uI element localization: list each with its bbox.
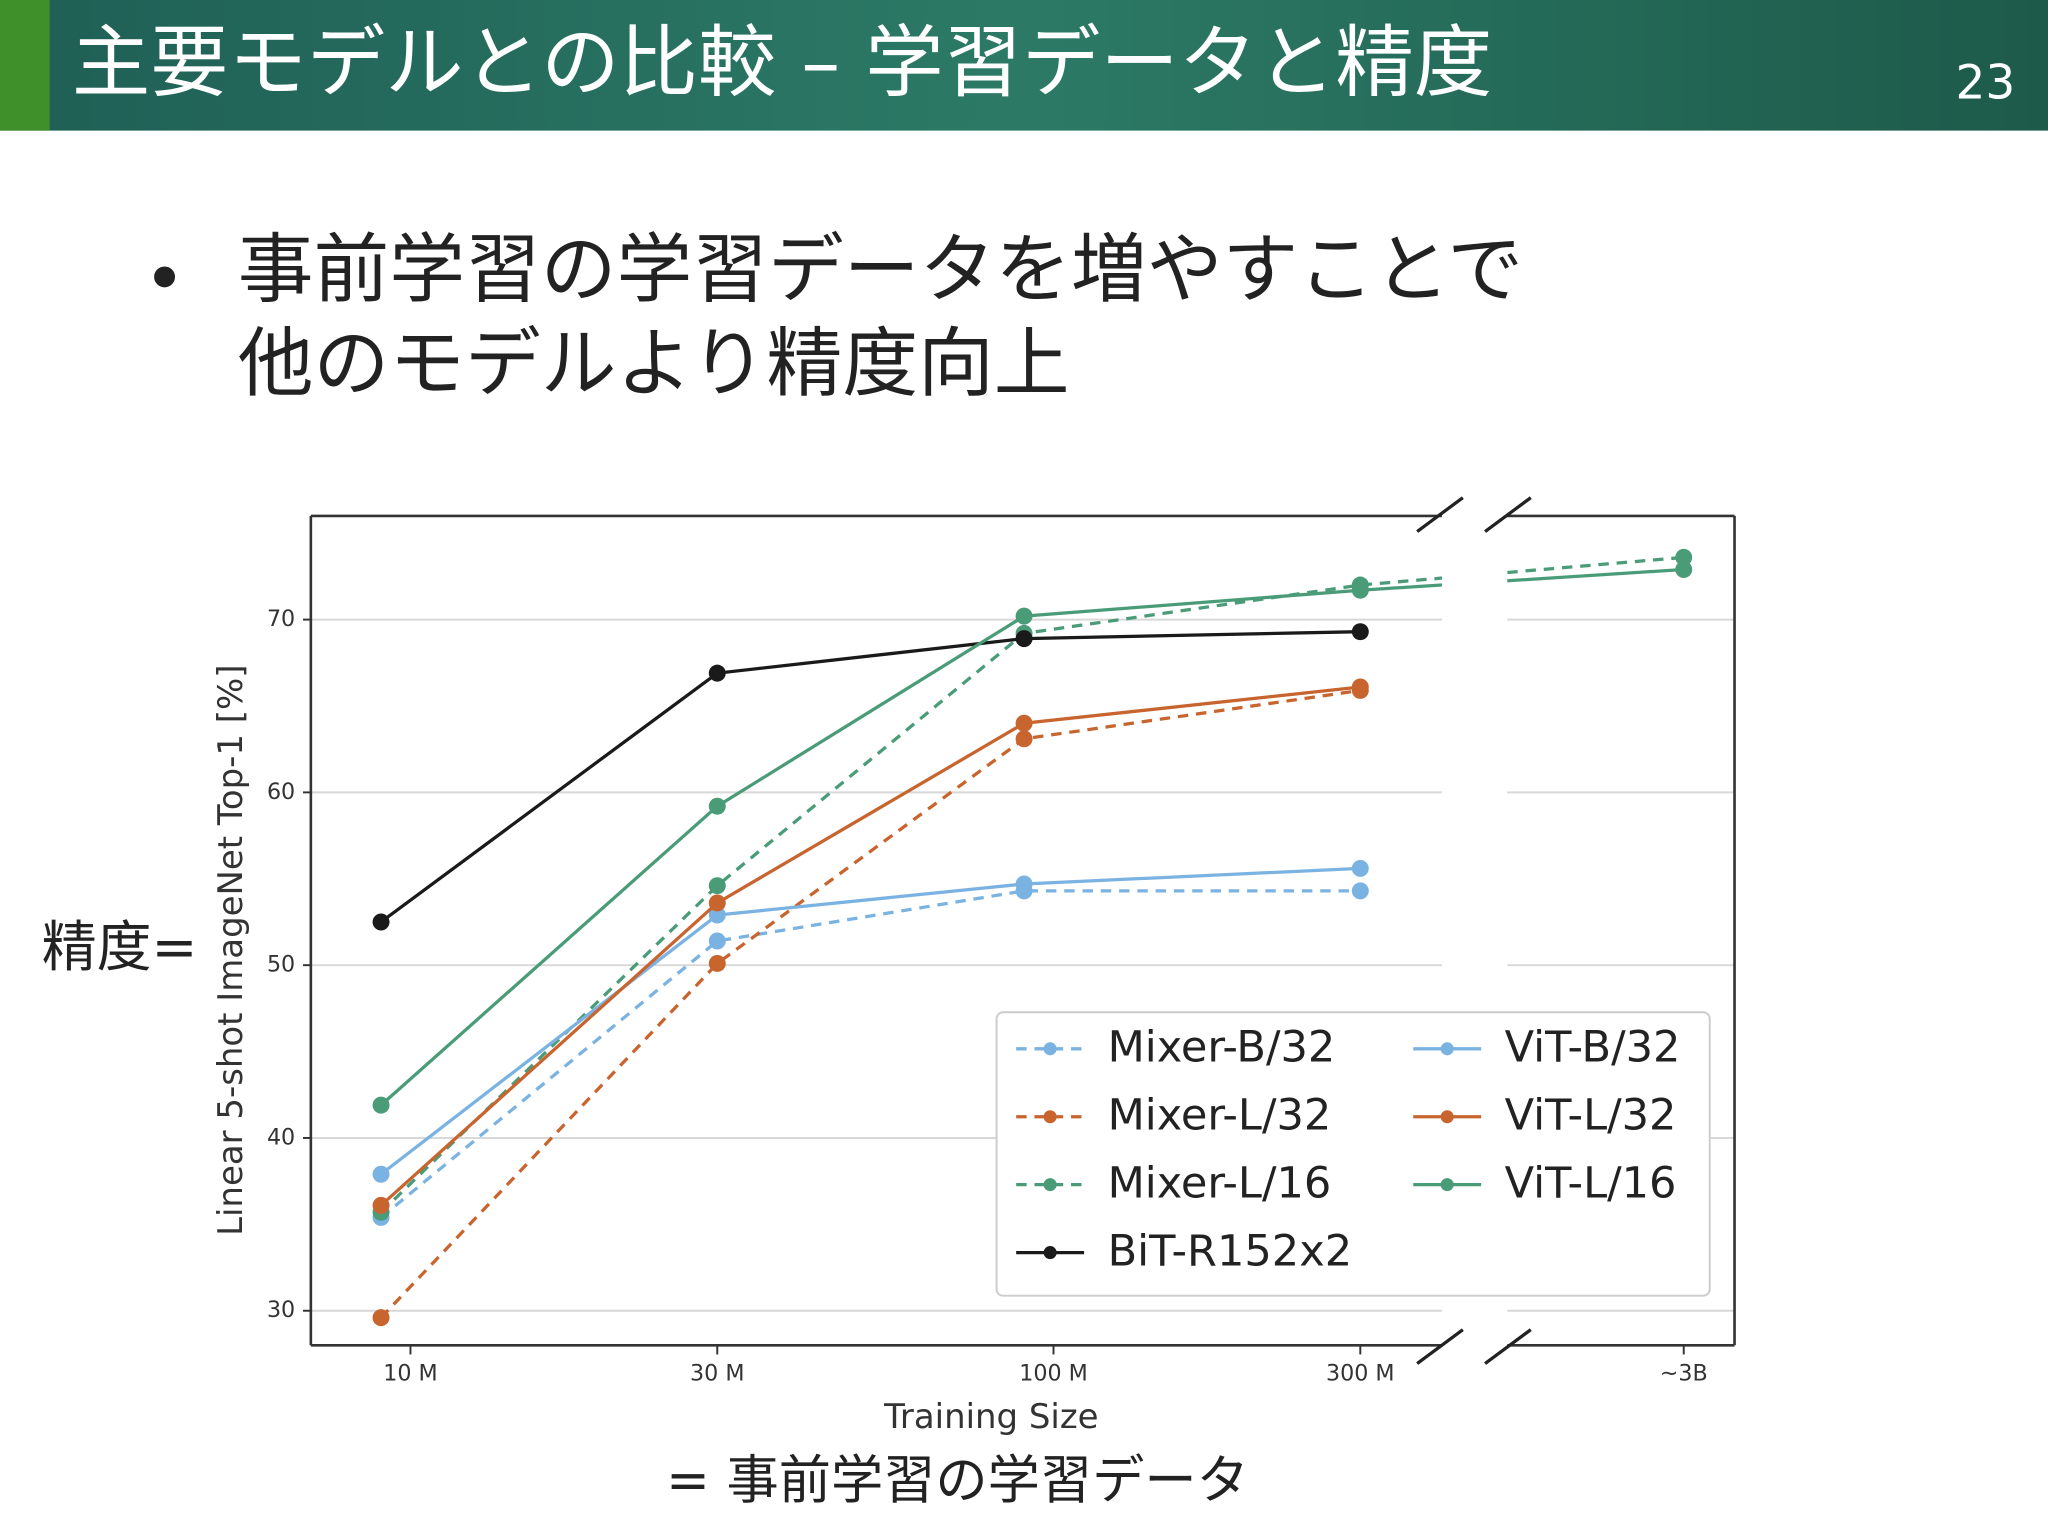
axis-break-mark bbox=[1484, 1328, 1532, 1365]
page-number: 23 bbox=[1956, 56, 2016, 111]
legend-label: ViT-L/16 bbox=[1505, 1158, 1677, 1208]
y-tick-label: 50 bbox=[267, 952, 295, 978]
x-tick-label: 100 M bbox=[1019, 1361, 1088, 1387]
legend-box bbox=[995, 1011, 1711, 1297]
data-point bbox=[1015, 730, 1033, 748]
data-point bbox=[1351, 882, 1369, 900]
y-note: 精度= bbox=[42, 915, 198, 979]
legend-label: Mixer-B/32 bbox=[1108, 1023, 1336, 1073]
y-tick-label: 70 bbox=[267, 606, 295, 632]
data-point bbox=[1015, 875, 1033, 893]
series-line bbox=[380, 630, 1361, 924]
data-point bbox=[1675, 560, 1693, 578]
data-point bbox=[708, 797, 726, 815]
data-point bbox=[372, 1165, 390, 1183]
legend-marker bbox=[1043, 1110, 1057, 1124]
data-point bbox=[708, 932, 726, 950]
x-tick-label: 30 M bbox=[690, 1361, 744, 1387]
legend-marker bbox=[1043, 1178, 1057, 1192]
legend-label: BiT-R152x2 bbox=[1108, 1226, 1353, 1276]
data-point bbox=[708, 906, 726, 924]
legend-label: ViT-B/32 bbox=[1505, 1023, 1681, 1073]
data-point bbox=[708, 664, 726, 682]
y-tick-label: 60 bbox=[267, 779, 295, 805]
y-tick-label: 40 bbox=[267, 1124, 295, 1150]
axis-break-mark bbox=[1484, 496, 1532, 533]
series-line bbox=[379, 685, 1361, 1207]
data-point bbox=[1015, 630, 1033, 648]
legend-label: Mixer-L/32 bbox=[1108, 1091, 1332, 1141]
x-tick-label: 10 M bbox=[383, 1361, 437, 1387]
series-line bbox=[380, 866, 1361, 1176]
x-note: = 事前学習の学習データ bbox=[666, 1451, 1249, 1511]
y-axis-label: Linear 5-shot ImageNet Top-1 [%] bbox=[211, 664, 251, 1235]
data-point bbox=[708, 894, 726, 912]
data-point bbox=[708, 877, 726, 895]
legend-marker bbox=[1043, 1246, 1057, 1260]
legend-marker bbox=[1043, 1042, 1057, 1056]
data-point bbox=[372, 1096, 390, 1114]
legend-label: Mixer-L/16 bbox=[1108, 1158, 1332, 1208]
data-point bbox=[1015, 714, 1033, 732]
legend-marker bbox=[1440, 1178, 1454, 1192]
series-line bbox=[379, 688, 1361, 1319]
slide-title: 主要モデルとの比較 – 学習データと精度 bbox=[72, 17, 1492, 108]
axis-break-mark bbox=[1416, 1328, 1464, 1365]
x-axis-label: Training Size bbox=[883, 1397, 1098, 1437]
bullet-text: 他のモデルより精度向上 bbox=[238, 319, 1070, 407]
data-point bbox=[372, 913, 390, 931]
series-line bbox=[380, 889, 1361, 1219]
data-point bbox=[1015, 607, 1033, 625]
header-bar bbox=[0, 0, 2048, 131]
bullet-text: 事前学習の学習データを増やすことで bbox=[238, 225, 1523, 313]
bullet-dot bbox=[154, 266, 176, 288]
y-tick-label: 30 bbox=[267, 1297, 295, 1323]
legend-marker bbox=[1440, 1110, 1454, 1124]
chart: 30 40 50 60 70 10 M 30 M 100 M 300 M ~3B Training … bbox=[211, 496, 1736, 1437]
data-point bbox=[1351, 581, 1369, 599]
header-accent bbox=[0, 0, 50, 131]
data-point bbox=[1675, 548, 1693, 566]
data-point bbox=[1351, 623, 1369, 641]
x-tick-label: ~3B bbox=[1660, 1361, 1708, 1387]
legend-label: ViT-L/32 bbox=[1505, 1091, 1677, 1141]
data-point bbox=[372, 1196, 390, 1214]
data-point bbox=[708, 954, 726, 972]
data-point bbox=[372, 1309, 390, 1327]
data-point bbox=[1351, 859, 1369, 877]
axis-break-mark bbox=[1416, 496, 1464, 533]
data-point bbox=[1351, 678, 1369, 696]
x-tick-label: 300 M bbox=[1326, 1361, 1395, 1387]
legend-marker bbox=[1440, 1042, 1454, 1056]
